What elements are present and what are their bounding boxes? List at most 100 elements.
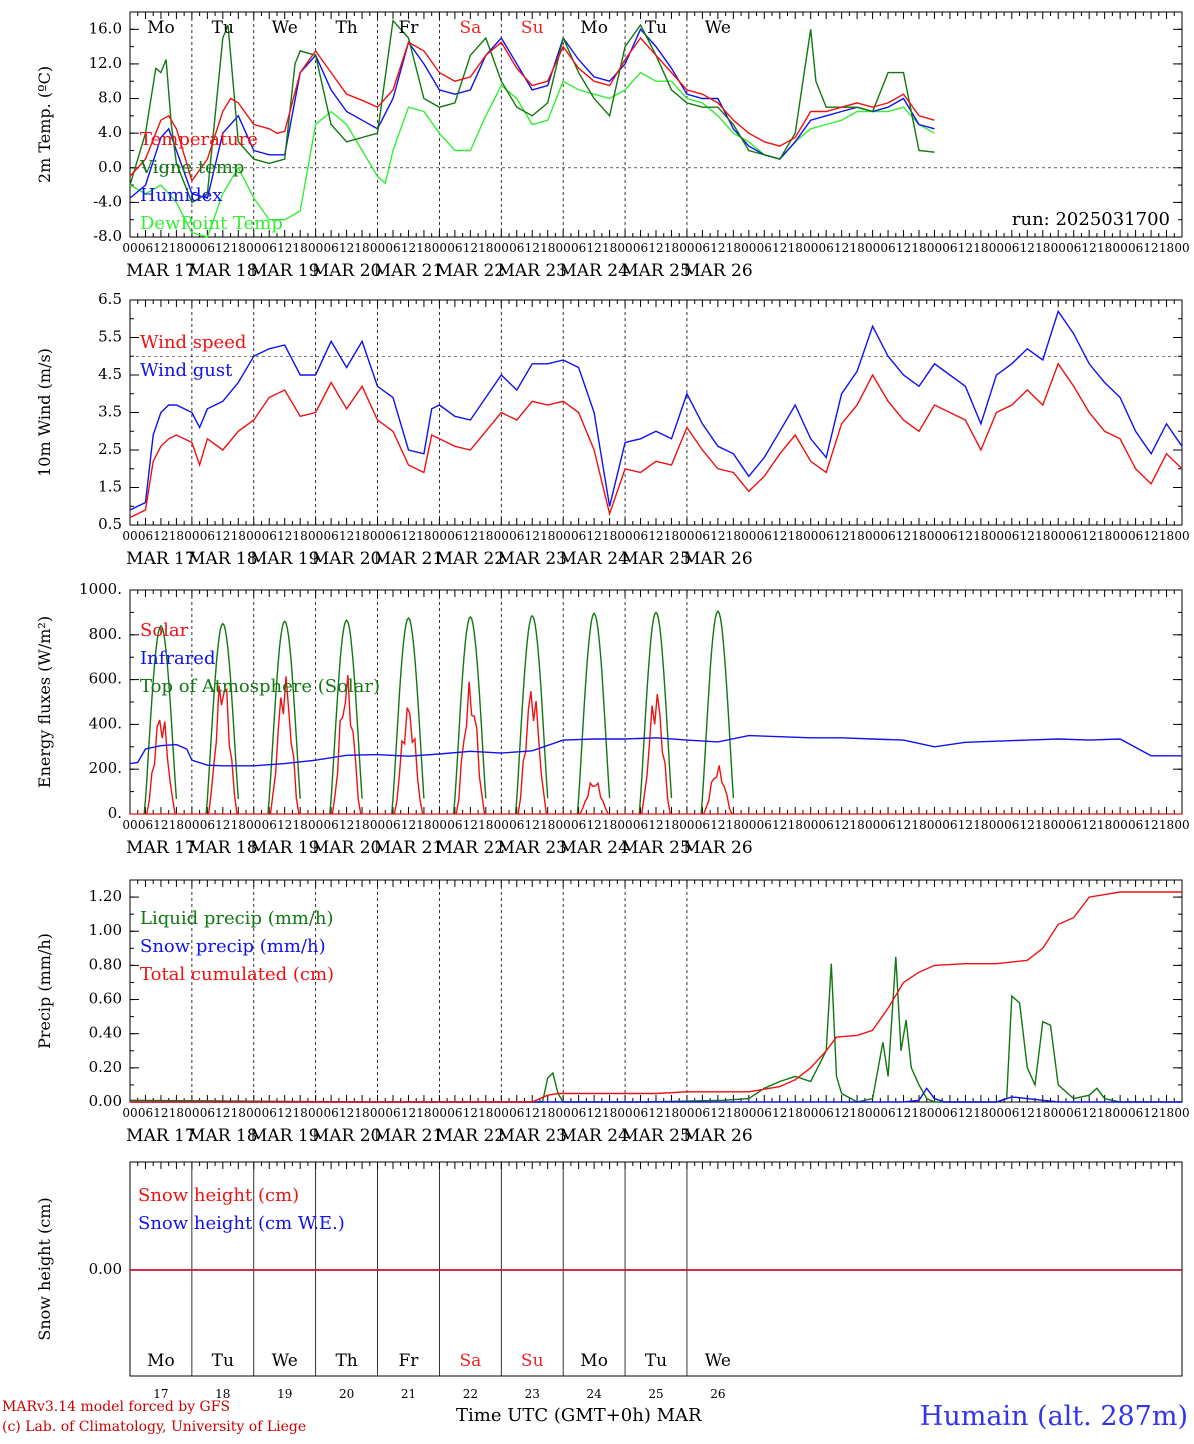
hour-tick-label: 18 <box>788 241 803 255</box>
hour-tick-label: 00 <box>989 1106 1004 1120</box>
hour-tick-label: 00 <box>1112 241 1127 255</box>
hour-tick-label: 00 <box>432 529 447 543</box>
hour-tick-label: 00 <box>122 529 137 543</box>
hour-tick-label: 06 <box>1004 1106 1019 1120</box>
hour-tick-label: 00 <box>865 818 880 832</box>
y-tick-label: 800. <box>89 625 122 643</box>
y-tick-label: 2.5 <box>98 440 122 458</box>
hour-tick-label: 06 <box>942 818 957 832</box>
hour-tick-label: 18 <box>1035 818 1050 832</box>
hour-tick-label: 00 <box>1174 818 1189 832</box>
hour-tick-label: 18 <box>1035 241 1050 255</box>
toa-curve <box>329 619 363 815</box>
weekday-label: Mo <box>147 18 175 38</box>
y-tick-label: 3.5 <box>98 403 122 421</box>
hour-tick-label: 18 <box>788 818 803 832</box>
y-tick-label: 1.20 <box>89 887 122 905</box>
hour-tick-label: 18 <box>293 818 308 832</box>
date-label: MAR 17 <box>126 1126 196 1146</box>
hour-tick-label: 06 <box>819 241 834 255</box>
hour-tick-label: 12 <box>339 529 354 543</box>
date-label: MAR 23 <box>497 1126 567 1146</box>
weekday-label: Fr <box>399 18 420 38</box>
solar-curve <box>703 765 733 815</box>
day-number: 24 <box>586 1387 602 1401</box>
hour-tick-label: 18 <box>416 529 431 543</box>
hour-tick-label: 12 <box>896 241 911 255</box>
hour-tick-label: 00 <box>1112 529 1127 543</box>
hour-tick-label: 00 <box>1174 1106 1189 1120</box>
hour-tick-label: 12 <box>1082 1106 1097 1120</box>
toa-curve <box>638 611 673 815</box>
hour-tick-label: 18 <box>478 818 493 832</box>
hour-tick-label: 18 <box>293 1106 308 1120</box>
hour-tick-label: 00 <box>184 1106 199 1120</box>
hour-tick-label: 18 <box>664 241 679 255</box>
hour-tick-label: 12 <box>648 529 663 543</box>
hour-tick-label: 00 <box>1051 1106 1066 1120</box>
hour-tick-label: 06 <box>200 818 215 832</box>
weekday-label: Th <box>335 1351 357 1371</box>
hour-tick-label: 00 <box>803 1106 818 1120</box>
hour-tick-label: 18 <box>849 818 864 832</box>
hour-tick-label: 18 <box>849 529 864 543</box>
hour-tick-label: 18 <box>293 529 308 543</box>
hour-tick-label: 12 <box>710 241 725 255</box>
weekday-label: Tu <box>645 1351 667 1371</box>
hour-tick-label: 12 <box>215 1106 230 1120</box>
hour-tick-label: 12 <box>1143 1106 1158 1120</box>
infrared-line <box>129 734 1182 767</box>
hour-tick-label: 06 <box>138 818 153 832</box>
y-tick-label: 400. <box>89 714 122 732</box>
hour-tick-label: 00 <box>308 1106 323 1120</box>
day-number: 22 <box>463 1387 478 1401</box>
hour-tick-label: 18 <box>354 529 369 543</box>
hour-tick-label: 06 <box>1128 241 1143 255</box>
toa-curve <box>391 616 425 815</box>
hour-tick-label: 00 <box>927 529 942 543</box>
hour-tick-label: 00 <box>1051 529 1066 543</box>
hour-tick-label: 00 <box>989 241 1004 255</box>
hour-tick-label: 18 <box>478 529 493 543</box>
hour-tick-label: 00 <box>617 529 632 543</box>
day-number: 17 <box>153 1387 168 1401</box>
hour-tick-label: 12 <box>834 818 849 832</box>
hour-tick-label: 12 <box>277 1106 292 1120</box>
hour-tick-label: 12 <box>525 241 540 255</box>
hour-tick-label: 06 <box>757 529 772 543</box>
hour-tick-label: 12 <box>525 818 540 832</box>
hour-tick-label: 00 <box>370 1106 385 1120</box>
hour-tick-label: 12 <box>896 1106 911 1120</box>
hour-tick-label: 12 <box>648 241 663 255</box>
date-label: MAR 21 <box>374 1126 444 1146</box>
date-label: MAR 18 <box>188 549 258 569</box>
legend-entry: Wind gust <box>140 360 233 381</box>
hour-tick-label: 12 <box>401 1106 416 1120</box>
date-label: MAR 24 <box>559 549 629 569</box>
wind-panel: 0.5 1.5 2.5 3.5 4.5 5.5 6.5 Wind speed Wind gust… <box>35 290 1190 569</box>
hour-tick-label: 06 <box>138 241 153 255</box>
hour-tick-label: 12 <box>896 529 911 543</box>
hour-tick-label: 18 <box>1097 818 1112 832</box>
hour-tick-label: 18 <box>478 241 493 255</box>
y-tick-label: 0.5 <box>98 515 122 533</box>
hour-tick-label: 00 <box>370 529 385 543</box>
hour-tick-label: 00 <box>927 818 942 832</box>
y-tick-label: -8.0 <box>93 227 122 245</box>
hour-tick-label: 18 <box>416 818 431 832</box>
hour-tick-label: 12 <box>339 241 354 255</box>
legend-entry: Vigne temp <box>139 157 244 178</box>
date-label: MAR 22 <box>436 549 506 569</box>
hour-tick-label: 12 <box>1143 241 1158 255</box>
hour-tick-label: 06 <box>200 1106 215 1120</box>
hour-tick-label: 18 <box>973 529 988 543</box>
date-label: MAR 19 <box>250 1126 320 1146</box>
hour-tick-label: 12 <box>648 818 663 832</box>
date-label: MAR 24 <box>559 1126 629 1146</box>
hour-tick-label: 12 <box>1020 241 1035 255</box>
hour-tick-label: 06 <box>509 1106 524 1120</box>
hour-tick-label: 06 <box>447 1106 462 1120</box>
weekday-label: Su <box>521 1351 544 1371</box>
hour-tick-label: 00 <box>246 818 261 832</box>
hour-tick-label: 12 <box>586 818 601 832</box>
